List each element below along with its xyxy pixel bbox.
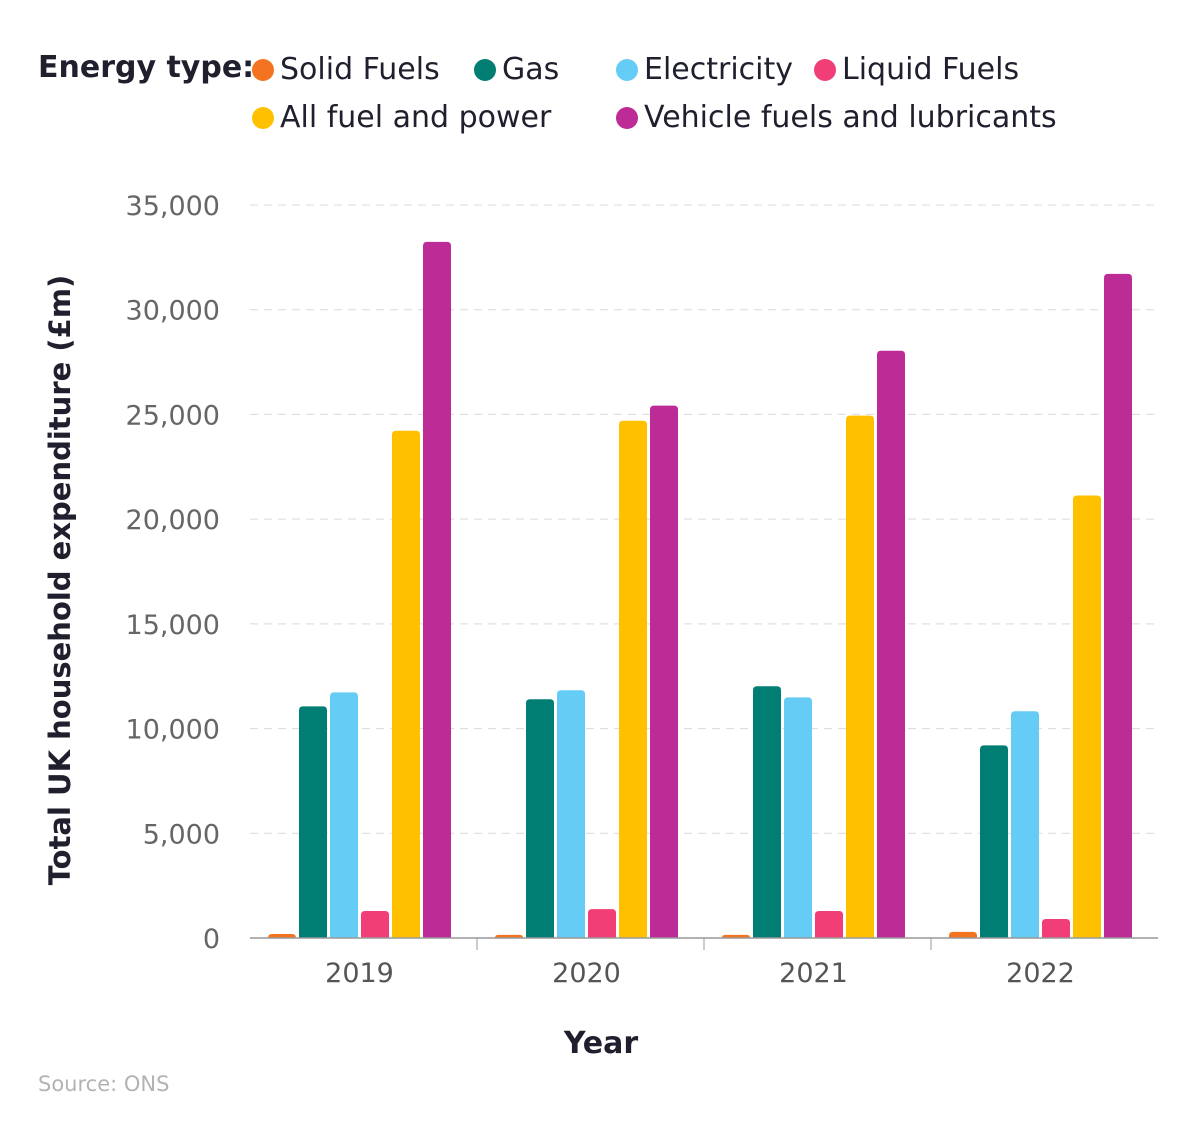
legend-label: Liquid Fuels — [842, 52, 1020, 87]
bar — [846, 415, 874, 938]
x-tick-label: 2021 — [779, 958, 848, 989]
bar — [1073, 495, 1101, 938]
bar — [619, 420, 647, 938]
legend-item: Solid Fuels — [252, 52, 440, 87]
legend-label: Vehicle fuels and lubricants — [644, 100, 1057, 135]
y-tick-label: 30,000 — [126, 296, 220, 327]
bar — [753, 686, 781, 938]
legend-label: Solid Fuels — [280, 52, 440, 87]
legend-label: All fuel and power — [280, 100, 552, 135]
bar — [423, 241, 451, 938]
bar — [392, 430, 420, 938]
y-tick-label: 0 — [203, 924, 220, 955]
bar — [1042, 918, 1070, 938]
bar — [784, 697, 812, 938]
legend-label: Gas — [502, 52, 560, 87]
bar — [980, 745, 1008, 938]
x-tick-label: 2022 — [1006, 958, 1075, 989]
legend-item: Vehicle fuels and lubricants — [616, 100, 1057, 135]
legend-swatch — [616, 58, 638, 81]
bar — [361, 910, 389, 938]
y-tick-label: 20,000 — [126, 505, 220, 536]
x-tick-label: 2020 — [552, 958, 621, 989]
y-tick-label: 35,000 — [126, 191, 220, 222]
bar — [949, 931, 977, 938]
y-tick-label: 10,000 — [126, 715, 220, 746]
bar — [1104, 273, 1132, 939]
legend-label: Electricity — [644, 52, 794, 87]
legend-item: All fuel and power — [252, 100, 551, 135]
bar — [1011, 711, 1039, 938]
legend-swatch — [616, 106, 638, 129]
legend-item: Electricity — [616, 52, 793, 87]
x-tick-label: 2019 — [325, 958, 394, 989]
legend-item: Gas — [474, 52, 559, 87]
bar — [557, 690, 585, 938]
bar — [815, 910, 843, 938]
source-note: Source: ONS — [38, 1072, 170, 1096]
bar — [299, 706, 327, 938]
legend-swatch — [252, 58, 274, 81]
legend-swatch — [252, 106, 274, 129]
y-tick-label: 25,000 — [126, 400, 220, 431]
bar — [330, 692, 358, 938]
bar — [877, 350, 905, 938]
x-axis-title: Year — [563, 1026, 639, 1061]
y-axis-title: Total UK household expenditure (£m) — [43, 275, 77, 886]
legend-item: Liquid Fuels — [814, 52, 1019, 87]
legend-swatch — [814, 58, 836, 81]
bar — [588, 909, 616, 938]
y-tick-label: 15,000 — [126, 610, 220, 641]
legend-swatch — [474, 58, 496, 81]
bar — [526, 699, 554, 938]
bar — [722, 934, 750, 938]
bar — [495, 934, 523, 938]
y-tick-label: 5,000 — [143, 819, 220, 850]
legend-title: Energy type: — [38, 50, 255, 85]
bar — [650, 405, 678, 938]
bar — [268, 934, 296, 938]
